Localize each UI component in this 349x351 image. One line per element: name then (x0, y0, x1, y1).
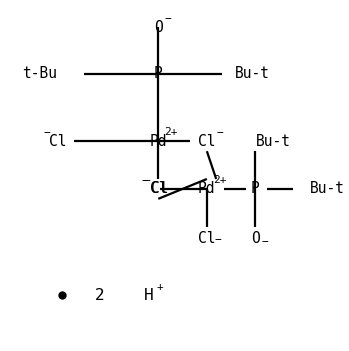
Text: −: − (261, 238, 268, 247)
Text: Bu-t: Bu-t (255, 134, 290, 149)
Text: 2+: 2+ (213, 175, 227, 185)
Text: t-Bu: t-Bu (22, 66, 58, 81)
Text: Pd: Pd (198, 181, 216, 197)
Text: Bu-t: Bu-t (310, 181, 344, 197)
Text: Cl: Cl (49, 134, 66, 149)
Text: O: O (154, 20, 163, 35)
Text: H: H (144, 287, 154, 303)
Text: Cl: Cl (149, 181, 167, 197)
Text: 2+: 2+ (165, 127, 178, 137)
Text: P: P (154, 66, 163, 81)
Text: −: − (217, 128, 223, 138)
Text: 2: 2 (95, 287, 104, 303)
Text: −: − (144, 176, 150, 186)
Text: Pd: Pd (149, 134, 167, 149)
Text: −: − (142, 176, 149, 186)
Text: P: P (251, 181, 260, 197)
Text: −: − (43, 128, 50, 138)
Text: Bu-t: Bu-t (235, 66, 270, 81)
Text: Cl: Cl (151, 181, 169, 197)
Text: −: − (164, 14, 171, 24)
Text: −: − (215, 236, 221, 245)
Text: Cl: Cl (198, 134, 216, 149)
Text: Cl: Cl (198, 231, 216, 246)
Text: +: + (157, 282, 164, 292)
Text: O: O (251, 231, 260, 246)
